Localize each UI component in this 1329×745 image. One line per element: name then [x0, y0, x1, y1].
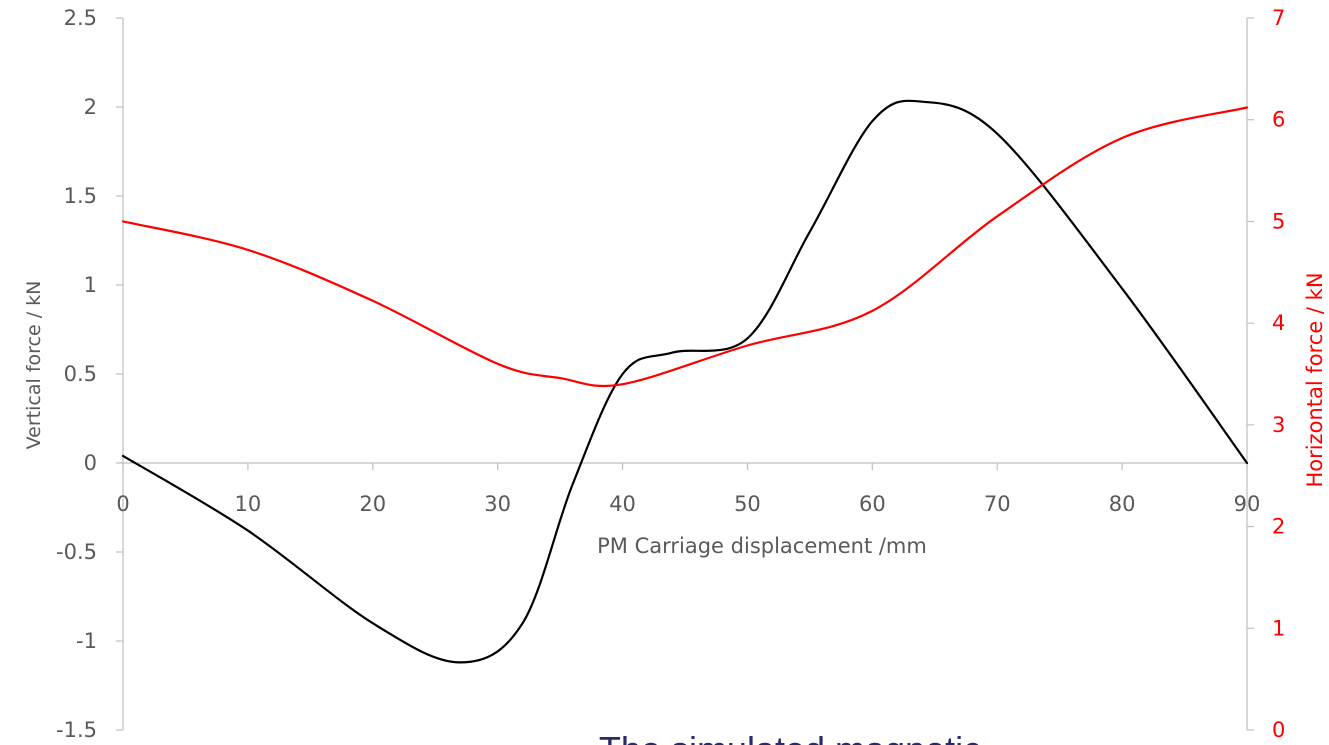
axes: [116, 17, 1254, 731]
y2-tick-label: 3: [1272, 413, 1285, 437]
y-tick-label: 0: [84, 451, 97, 475]
x-tick-label: 40: [609, 492, 636, 516]
x-tick-label: 30: [484, 492, 511, 516]
y-axis-label: Vertical force / kN: [23, 281, 45, 450]
horizontal-force-line: [121, 106, 1249, 388]
y2-axis-label: Horizontal force / kN: [1303, 272, 1327, 487]
y2-tick-label: 4: [1272, 311, 1285, 335]
y-tick-label: -1: [76, 629, 97, 653]
x-tick-label: 70: [984, 492, 1011, 516]
y2-tick-label: 2: [1272, 515, 1285, 539]
y2-tick-label: 5: [1272, 209, 1285, 233]
x-tick-label: 60: [859, 492, 886, 516]
vertical-force-line: [121, 99, 1249, 664]
x-axis-label: PM Carriage displacement /mm: [597, 534, 927, 558]
y2-tick-label: 6: [1272, 108, 1285, 132]
x-tick-label: 20: [359, 492, 386, 516]
x-tick-label: 50: [734, 492, 761, 516]
y-tick-label: 2.5: [64, 6, 97, 30]
y-tick-label: -1.5: [56, 718, 97, 742]
y-tick-label: 0.5: [64, 362, 97, 386]
caption: The simulated magnetic: [599, 729, 981, 745]
x-tick-label: 10: [235, 492, 262, 516]
x-tick-label: 0: [116, 492, 129, 516]
series-lines: [121, 99, 1249, 664]
y-tick-label: 1.5: [64, 184, 97, 208]
x-tick-label: 80: [1109, 492, 1136, 516]
y-tick-label: 1: [84, 273, 97, 297]
y2-tick-label: 1: [1272, 616, 1285, 640]
y2-tick-label: 0: [1272, 718, 1285, 742]
x-tick-label: 90: [1234, 492, 1261, 516]
y-tick-label: -0.5: [56, 540, 97, 564]
y-tick-label: 2: [84, 95, 97, 119]
y2-tick-label: 7: [1272, 6, 1285, 30]
